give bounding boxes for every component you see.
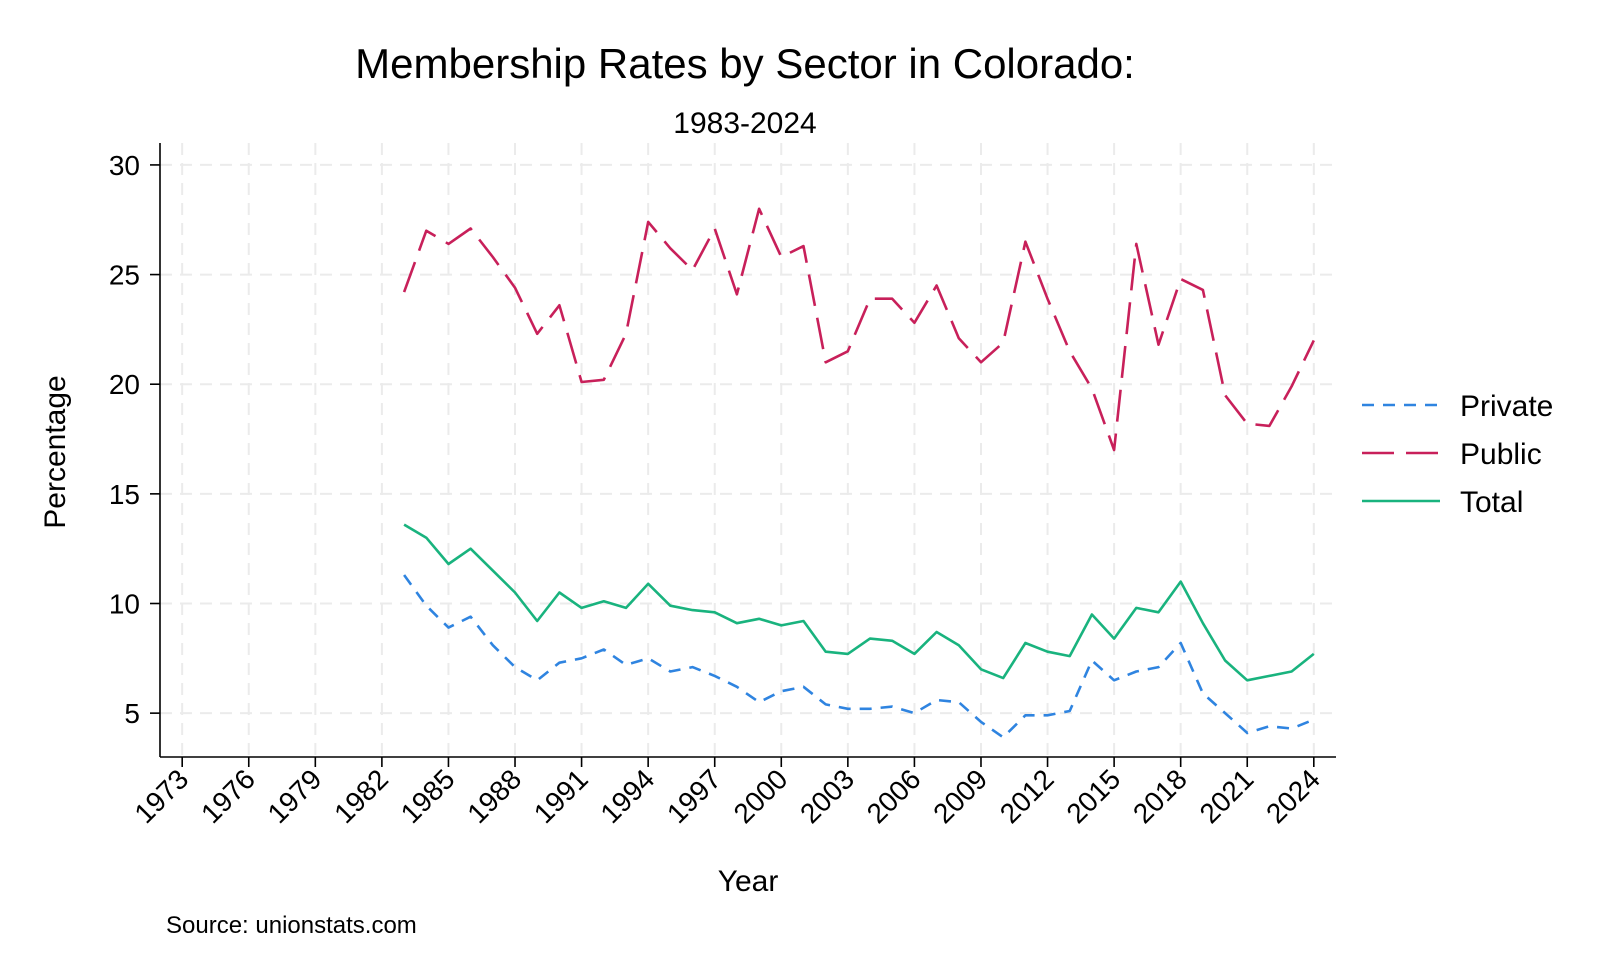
y-ticks: 5 10 15 20 25 30 <box>109 150 160 729</box>
chart-subtitle: 1983-2024 <box>673 107 816 140</box>
legend-label-public: Public <box>1460 438 1542 471</box>
y-tick-label: 10 <box>109 589 140 620</box>
x-tick-label: 2006 <box>861 763 927 829</box>
x-tick-label: 2009 <box>927 763 993 829</box>
grid <box>160 143 1336 757</box>
series-line-public <box>402 207 1315 452</box>
chart-title: Membership Rates by Sector in Colorado: <box>355 40 1135 87</box>
x-tick-label: 2024 <box>1260 763 1326 829</box>
x-tick-label: 2012 <box>994 763 1060 829</box>
x-tick-label: 1973 <box>128 763 194 829</box>
y-tick-label: 15 <box>109 479 140 510</box>
y-tick-label: 5 <box>124 698 140 729</box>
series-line-total <box>403 523 1315 682</box>
y-tick-label: 20 <box>109 369 140 400</box>
x-tick-label: 1994 <box>594 763 660 829</box>
x-tick-label: 2021 <box>1194 763 1260 829</box>
legend: Private Public Total <box>1362 390 1553 519</box>
y-axis-title: Percentage <box>39 375 72 528</box>
source-note: Source: unionstats.com <box>166 912 417 939</box>
x-tick-label: 1997 <box>661 763 727 829</box>
series-group <box>402 207 1315 739</box>
x-tick-label: 1985 <box>395 763 461 829</box>
y-tick-label: 25 <box>109 260 140 291</box>
x-tick-label: 2018 <box>1127 763 1193 829</box>
x-tick-label: 2003 <box>794 763 860 829</box>
x-axis-title: Year <box>718 865 779 898</box>
x-tick-label: 1988 <box>461 763 527 829</box>
x-tick-label: 1979 <box>262 763 328 829</box>
legend-label-total: Total <box>1460 486 1523 519</box>
legend-label-private: Private <box>1460 390 1553 423</box>
series-line-private <box>403 574 1315 739</box>
x-tick-label: 1991 <box>528 763 594 829</box>
x-tick-label: 2015 <box>1060 763 1126 829</box>
x-tick-label: 1982 <box>328 763 394 829</box>
x-ticks: 1973 1976 1979 1982 1985 1988 1991 1994 1997 2000… <box>128 757 1326 829</box>
axes <box>159 143 1336 758</box>
x-tick-label: 1976 <box>195 763 261 829</box>
x-tick-label: 2000 <box>728 763 794 829</box>
y-tick-label: 30 <box>109 150 140 181</box>
